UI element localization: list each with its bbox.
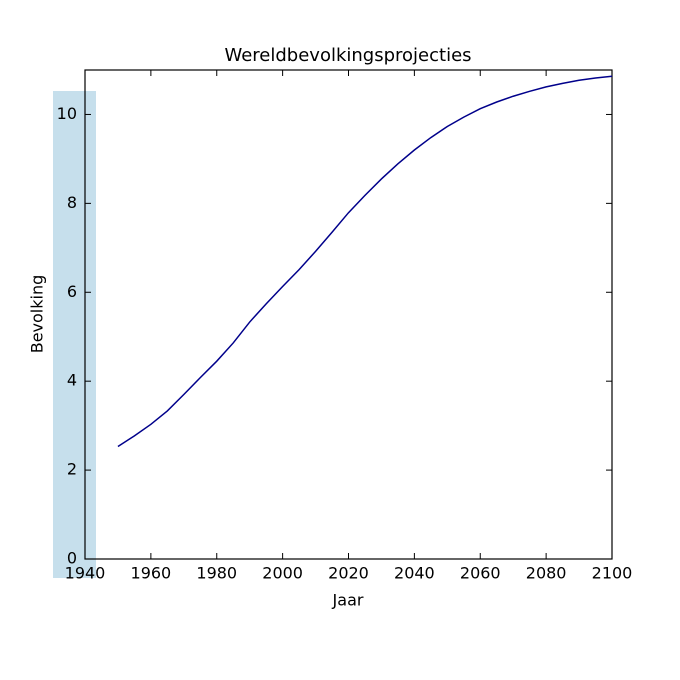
x-tick-label: 2060 [460, 564, 501, 583]
x-tick-label: 2000 [262, 564, 303, 583]
x-tick-label: 1980 [196, 564, 237, 583]
line [117, 75, 613, 448]
y-tick-label: 8 [67, 193, 77, 212]
y-tick-label: 0 [67, 549, 77, 568]
y-tick-label: 10 [57, 104, 77, 123]
y-tick-label: 4 [67, 371, 77, 390]
highlight [53, 91, 96, 578]
x-axis-label: Jaar [332, 591, 364, 610]
plot-frame [84, 69, 613, 560]
y-axis-label: Bevolking [28, 275, 47, 354]
x-tick-label: 2040 [394, 564, 435, 583]
x-tick-label: 2100 [592, 564, 633, 583]
x-tick-label: 1960 [131, 564, 172, 583]
x-tick-label: 1940 [65, 564, 106, 583]
y-tick-label: 2 [67, 460, 77, 479]
chart-title: Wereldbevolkingsprojecties [224, 45, 471, 66]
x-tick-label: 2080 [526, 564, 567, 583]
y-tick-label: 6 [67, 282, 77, 301]
x-tick-label: 2020 [328, 564, 369, 583]
